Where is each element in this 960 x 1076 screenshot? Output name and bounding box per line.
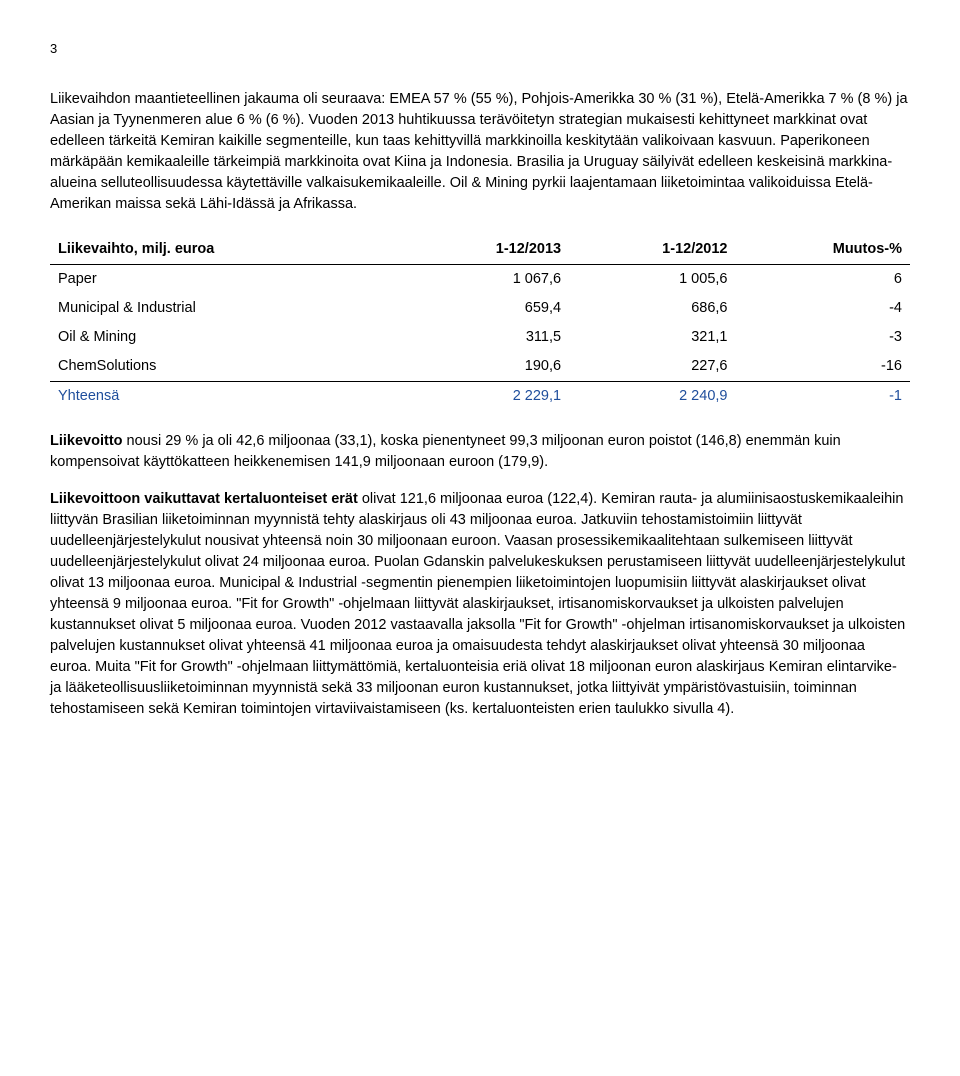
cell-2012: 321,1: [569, 323, 735, 352]
cell-segment: ChemSolutions: [50, 352, 403, 382]
revenue-table: Liikevaihto, milj. euroa 1-12/2013 1-12/…: [50, 235, 910, 411]
cell-total-label: Yhteensä: [50, 382, 403, 412]
cell-2013: 190,6: [403, 352, 569, 382]
cell-change: -16: [735, 352, 910, 382]
cell-2013: 1 067,6: [403, 264, 569, 294]
cell-total-2012: 2 240,9: [569, 382, 735, 412]
paragraph-text: nousi 29 % ja oli 42,6 miljoonaa (33,1),…: [50, 433, 841, 470]
paragraph-operating-profit: Liikevoitto nousi 29 % ja oli 42,6 miljo…: [50, 431, 910, 473]
cell-total-2013: 2 229,1: [403, 382, 569, 412]
col-header-label: Liikevaihto, milj. euroa: [50, 235, 403, 265]
cell-2012: 1 005,6: [569, 264, 735, 294]
table-total-row: Yhteensä 2 229,1 2 240,9 -1: [50, 382, 910, 412]
cell-2013: 311,5: [403, 323, 569, 352]
cell-segment: Oil & Mining: [50, 323, 403, 352]
cell-2013: 659,4: [403, 294, 569, 323]
col-header-2012: 1-12/2012: [569, 235, 735, 265]
cell-total-change: -1: [735, 382, 910, 412]
lead-term: Liikevoitto: [50, 433, 123, 449]
cell-2012: 227,6: [569, 352, 735, 382]
table-row: Oil & Mining 311,5 321,1 -3: [50, 323, 910, 352]
table-row: Paper 1 067,6 1 005,6 6: [50, 264, 910, 294]
page-number: 3: [50, 40, 910, 59]
cell-segment: Paper: [50, 264, 403, 294]
table-header-row: Liikevaihto, milj. euroa 1-12/2013 1-12/…: [50, 235, 910, 265]
paragraph-text: olivat 121,6 miljoonaa euroa (122,4). Ke…: [50, 491, 905, 717]
paragraph-geo-breakdown: Liikevaihdon maantieteellinen jakauma ol…: [50, 89, 910, 215]
col-header-change: Muutos-%: [735, 235, 910, 265]
col-header-2013: 1-12/2013: [403, 235, 569, 265]
cell-change: -3: [735, 323, 910, 352]
lead-term: Liikevoittoon vaikuttavat kertaluonteise…: [50, 491, 358, 507]
cell-change: 6: [735, 264, 910, 294]
cell-change: -4: [735, 294, 910, 323]
cell-segment: Municipal & Industrial: [50, 294, 403, 323]
paragraph-nonrecurring-items: Liikevoittoon vaikuttavat kertaluonteise…: [50, 489, 910, 720]
cell-2012: 686,6: [569, 294, 735, 323]
table-row: Municipal & Industrial 659,4 686,6 -4: [50, 294, 910, 323]
table-row: ChemSolutions 190,6 227,6 -16: [50, 352, 910, 382]
